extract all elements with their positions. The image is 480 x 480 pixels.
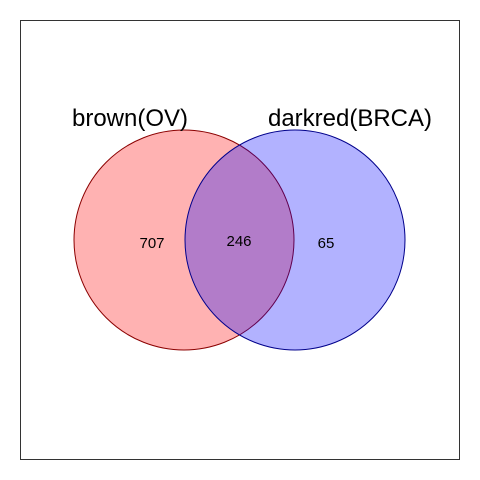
count-only-darkred-brca: 65 <box>318 235 335 252</box>
set-circle-brown-ov <box>73 129 295 351</box>
count-intersection: 246 <box>226 233 251 250</box>
count-only-brown-ov: 707 <box>139 235 164 252</box>
plot-frame <box>20 20 460 460</box>
set-circle-darkred-brca <box>184 129 406 351</box>
set-label-brown-ov: brown(OV) <box>72 105 188 132</box>
set-label-darkred-brca: darkred(BRCA) <box>268 105 432 132</box>
